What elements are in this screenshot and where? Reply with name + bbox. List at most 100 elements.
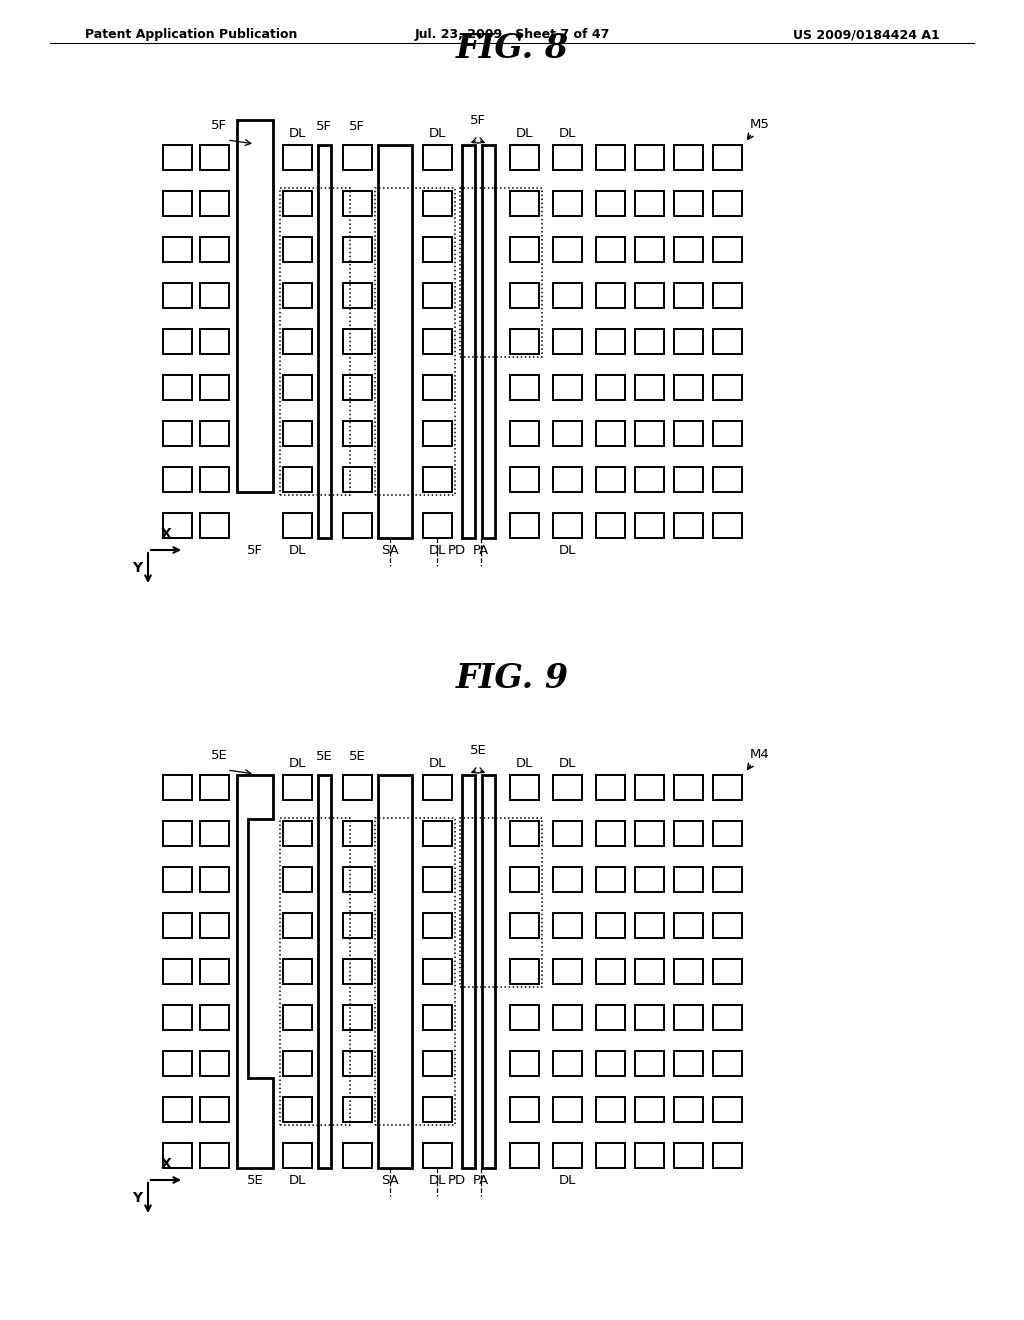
Bar [553, 1143, 582, 1168]
Bar [423, 238, 452, 261]
Bar [163, 375, 193, 400]
Bar [713, 421, 742, 446]
Bar [553, 329, 582, 354]
Bar [237, 120, 273, 492]
Bar [343, 191, 372, 216]
Bar [423, 960, 452, 983]
Bar [713, 191, 742, 216]
Bar [200, 238, 229, 261]
Bar [200, 960, 229, 983]
Bar [482, 775, 495, 1168]
Bar [713, 329, 742, 354]
Bar [343, 1097, 372, 1122]
Bar [423, 913, 452, 939]
Bar [553, 1005, 582, 1030]
Bar [510, 1005, 539, 1030]
Bar [200, 821, 229, 846]
Bar [674, 1143, 703, 1168]
Bar [163, 191, 193, 216]
Text: DL: DL [289, 127, 306, 140]
Bar [596, 145, 625, 170]
Bar [713, 375, 742, 400]
Bar [674, 1005, 703, 1030]
Bar [713, 1097, 742, 1122]
Bar [343, 1143, 372, 1168]
Bar [163, 238, 193, 261]
Bar [510, 960, 539, 983]
Bar [510, 238, 539, 261]
Bar [553, 913, 582, 939]
Text: Y: Y [132, 561, 142, 576]
Bar [674, 467, 703, 492]
Text: X: X [161, 1158, 171, 1171]
Text: M5: M5 [750, 117, 770, 131]
Text: PD: PD [447, 544, 466, 557]
Bar [163, 960, 193, 983]
Text: DL: DL [558, 756, 575, 770]
Bar [283, 867, 312, 892]
Bar [423, 513, 452, 539]
Text: DL: DL [515, 756, 532, 770]
Bar [343, 867, 372, 892]
Bar [200, 867, 229, 892]
Bar [713, 238, 742, 261]
Bar [553, 821, 582, 846]
Bar [635, 1143, 664, 1168]
Bar [375, 187, 455, 495]
Text: PA: PA [473, 544, 489, 557]
Bar [713, 513, 742, 539]
Bar [510, 467, 539, 492]
Text: DL: DL [428, 544, 445, 557]
Bar [596, 960, 625, 983]
Bar [482, 145, 495, 539]
Text: DL: DL [428, 1173, 445, 1187]
Bar [674, 775, 703, 800]
Bar [674, 913, 703, 939]
Bar [596, 1005, 625, 1030]
Bar [553, 775, 582, 800]
Bar [553, 1051, 582, 1076]
Bar [596, 467, 625, 492]
Bar [283, 513, 312, 539]
Bar [200, 282, 229, 308]
Bar [423, 1097, 452, 1122]
Text: DL: DL [558, 544, 575, 557]
Text: Jul. 23, 2009   Sheet 7 of 47: Jul. 23, 2009 Sheet 7 of 47 [415, 28, 609, 41]
Bar [343, 421, 372, 446]
Bar [713, 775, 742, 800]
Bar [635, 145, 664, 170]
Bar [423, 821, 452, 846]
Bar [200, 513, 229, 539]
Bar [283, 329, 312, 354]
Bar [674, 1051, 703, 1076]
Bar [375, 818, 455, 1125]
Polygon shape [237, 775, 273, 1168]
Bar [283, 375, 312, 400]
Bar [713, 1051, 742, 1076]
Bar [163, 913, 193, 939]
Text: DL: DL [558, 1173, 575, 1187]
Bar [553, 867, 582, 892]
Bar [283, 467, 312, 492]
Bar [596, 513, 625, 539]
Bar [635, 1097, 664, 1122]
Bar [283, 1143, 312, 1168]
Bar [674, 145, 703, 170]
Bar [510, 821, 539, 846]
Text: DL: DL [289, 1173, 306, 1187]
Bar [283, 282, 312, 308]
Text: 5E: 5E [348, 750, 366, 763]
Bar [283, 775, 312, 800]
Bar [674, 191, 703, 216]
Bar [378, 145, 412, 539]
Bar [163, 821, 193, 846]
Bar [343, 913, 372, 939]
Bar [553, 191, 582, 216]
Bar [553, 375, 582, 400]
Bar [596, 867, 625, 892]
Text: DL: DL [289, 544, 306, 557]
Bar [163, 1143, 193, 1168]
Bar [423, 1051, 452, 1076]
Bar [283, 1097, 312, 1122]
Bar [510, 1097, 539, 1122]
